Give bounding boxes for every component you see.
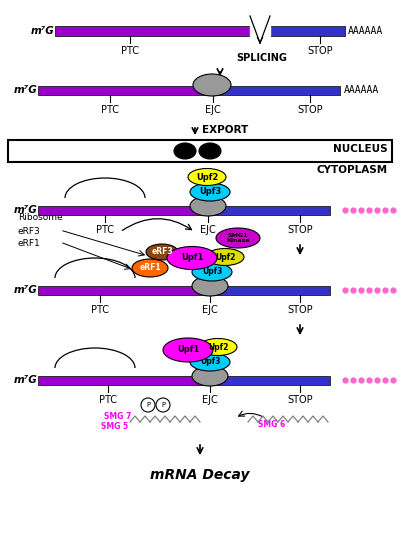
Text: Upf1: Upf1 xyxy=(177,345,199,355)
Bar xyxy=(210,85,340,95)
Text: SMG 5: SMG 5 xyxy=(102,422,128,431)
Text: eRF3: eRF3 xyxy=(151,248,173,256)
Text: eRF1: eRF1 xyxy=(139,263,161,272)
Bar xyxy=(205,206,330,214)
Text: AAAAAA: AAAAAA xyxy=(344,85,379,95)
Ellipse shape xyxy=(190,183,230,201)
Text: Upf3: Upf3 xyxy=(199,188,221,196)
Text: m⁷G: m⁷G xyxy=(13,285,37,295)
Ellipse shape xyxy=(199,338,237,355)
FancyBboxPatch shape xyxy=(8,140,392,162)
Text: SMG 7: SMG 7 xyxy=(104,412,132,421)
Bar xyxy=(205,285,330,294)
Text: eRF3: eRF3 xyxy=(18,228,41,236)
Ellipse shape xyxy=(192,276,228,296)
Bar xyxy=(38,285,205,294)
Text: STOP: STOP xyxy=(307,46,333,56)
Ellipse shape xyxy=(190,353,230,371)
Ellipse shape xyxy=(188,168,226,185)
Ellipse shape xyxy=(174,143,196,159)
Text: Upf2: Upf2 xyxy=(215,252,235,261)
Text: m⁷G: m⁷G xyxy=(13,205,37,215)
Text: m⁷G: m⁷G xyxy=(30,26,54,36)
Text: P: P xyxy=(161,402,165,408)
Text: Upf3: Upf3 xyxy=(200,358,220,366)
Text: PTC: PTC xyxy=(99,395,117,405)
Text: SMG 6: SMG 6 xyxy=(258,420,286,429)
Circle shape xyxy=(156,398,170,412)
Bar xyxy=(38,376,205,384)
Bar xyxy=(38,85,210,95)
Text: EXPORT: EXPORT xyxy=(202,125,248,135)
Text: EJC: EJC xyxy=(202,395,218,405)
Text: STOP: STOP xyxy=(287,395,313,405)
Text: Upf2: Upf2 xyxy=(208,343,228,351)
Ellipse shape xyxy=(199,143,221,159)
Text: STOP: STOP xyxy=(287,305,313,315)
Text: STOP: STOP xyxy=(287,225,313,235)
Text: PTC: PTC xyxy=(101,105,119,115)
Ellipse shape xyxy=(192,263,232,281)
Text: Upf3: Upf3 xyxy=(202,267,222,277)
Text: PTC: PTC xyxy=(91,305,109,315)
Text: m⁷G: m⁷G xyxy=(13,85,37,95)
Text: Upf2: Upf2 xyxy=(196,173,218,182)
Text: PTC: PTC xyxy=(96,225,114,235)
Ellipse shape xyxy=(190,196,226,216)
Text: NUCLEUS: NUCLEUS xyxy=(333,144,388,154)
Text: Upf1: Upf1 xyxy=(181,254,203,262)
Circle shape xyxy=(141,398,155,412)
Text: EJC: EJC xyxy=(200,225,216,235)
Ellipse shape xyxy=(206,249,244,266)
Ellipse shape xyxy=(216,228,260,248)
Text: EJC: EJC xyxy=(205,105,221,115)
Text: PTC: PTC xyxy=(121,46,139,56)
Text: CYTOPLASM: CYTOPLASM xyxy=(317,165,388,175)
Text: Ribosome: Ribosome xyxy=(18,213,63,223)
Ellipse shape xyxy=(146,244,178,260)
Text: SMG1
Kinase: SMG1 Kinase xyxy=(226,233,250,244)
Bar xyxy=(270,26,345,36)
Text: eRF1: eRF1 xyxy=(18,239,41,249)
Bar xyxy=(205,376,330,384)
Bar xyxy=(250,26,270,36)
Bar xyxy=(55,26,250,36)
Text: STOP: STOP xyxy=(297,105,323,115)
Ellipse shape xyxy=(163,338,213,362)
Text: mRNA Decay: mRNA Decay xyxy=(150,468,250,482)
Bar xyxy=(38,206,205,214)
Ellipse shape xyxy=(167,246,217,270)
Text: EJC: EJC xyxy=(202,305,218,315)
Text: SPLICING: SPLICING xyxy=(236,53,288,63)
Text: AAAAAA: AAAAAA xyxy=(348,26,383,36)
Text: m⁷G: m⁷G xyxy=(13,375,37,385)
Text: P: P xyxy=(146,402,150,408)
Ellipse shape xyxy=(193,74,231,96)
Ellipse shape xyxy=(132,259,168,277)
Ellipse shape xyxy=(192,366,228,386)
